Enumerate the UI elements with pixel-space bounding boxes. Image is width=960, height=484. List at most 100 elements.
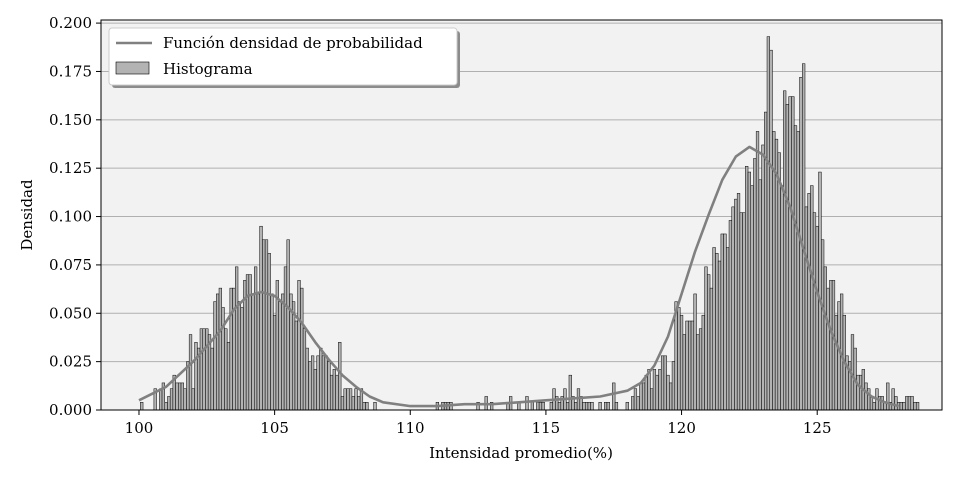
histogram-bar [329, 374, 334, 411]
histogram-bar [538, 402, 543, 411]
histogram-bar [780, 185, 784, 411]
histogram-bar [226, 342, 231, 411]
histogram-bar [812, 212, 817, 411]
histogram-bar [302, 328, 307, 411]
histogram-bar [281, 293, 285, 411]
histogram-bar [292, 301, 296, 411]
y-tick-label: 0.025 [49, 353, 92, 371]
pdf-curve [138, 145, 899, 408]
histogram-bar [807, 193, 811, 411]
histogram-bar [316, 355, 320, 411]
histogram-bar [183, 388, 187, 411]
y-tick-label: 0.050 [49, 304, 92, 322]
histogram-bar [606, 402, 610, 411]
histogram-bar [829, 280, 833, 411]
histogram-bar [701, 314, 705, 411]
histogram-bar [791, 96, 795, 411]
histogram-bar [717, 260, 722, 411]
histogram-bar [793, 125, 798, 411]
y-tick-label: 0.200 [49, 14, 92, 32]
histogram-bar [886, 382, 890, 411]
histogram-bar [709, 287, 714, 411]
histogram-bar [324, 355, 328, 411]
histogram-bar [286, 239, 290, 411]
histogram-bar [631, 396, 635, 411]
histogram-bar [191, 388, 195, 411]
y-tick-label: 0.125 [49, 159, 92, 177]
histogram-bar [175, 382, 179, 411]
histogram-bar [297, 280, 301, 411]
histogram-bar [902, 402, 906, 411]
histogram-bar [685, 320, 689, 411]
histogram-bar [815, 225, 819, 411]
histogram-bar [357, 396, 361, 411]
histogram-bar [669, 382, 673, 411]
histogram-bar [566, 402, 570, 411]
histogram-bar [872, 402, 876, 411]
histogram-bar [582, 402, 586, 411]
histogram-bar [598, 402, 602, 411]
histogram-bar [614, 402, 619, 411]
histogram-bar [663, 355, 667, 411]
histogram-bar [346, 388, 350, 411]
histogram-bar [688, 320, 692, 411]
histogram-bar [612, 382, 616, 411]
histogram-bar [652, 369, 657, 411]
histogram-bar [715, 253, 719, 411]
histogram-bar [343, 388, 347, 411]
histogram-bar [880, 396, 884, 411]
histogram-bar [218, 287, 222, 411]
histogram-bar [859, 374, 863, 411]
histogram-bar [698, 328, 703, 411]
histogram-bar [536, 402, 540, 411]
histogram-bar [332, 369, 336, 411]
histogram-bar [899, 402, 903, 411]
histogram-bar [557, 402, 562, 411]
histogram-bar [802, 63, 806, 411]
histogram-bar [723, 233, 727, 411]
y-tick-label: 0.000 [49, 401, 92, 419]
x-axis-label: Intensidad promedio(%) [429, 444, 613, 462]
histogram-bar [585, 402, 589, 411]
y-tick-label: 0.150 [49, 111, 92, 129]
histogram-bar [636, 396, 640, 411]
histogram-bar [726, 247, 730, 411]
histogram-bar [278, 301, 282, 411]
histogram-bar [235, 266, 239, 411]
histogram-bar [804, 206, 808, 411]
histogram-bar [753, 158, 757, 411]
histogram-bar [340, 396, 345, 411]
histogram-bar [690, 320, 695, 411]
histogram-bar [894, 396, 898, 411]
histogram-bar [267, 253, 271, 411]
histogram-bar [818, 171, 822, 411]
histogram-bar [658, 369, 662, 411]
histogram-bar [164, 402, 168, 411]
histogram-bar [549, 402, 553, 411]
histogram-bar [259, 225, 263, 411]
histogram-bar [915, 402, 920, 411]
histogram-bar [696, 334, 700, 411]
histogram-bar [666, 374, 670, 411]
histogram-bar [810, 185, 814, 411]
histogram-bar [774, 138, 779, 411]
histogram-bar [788, 96, 792, 411]
histogram-bar [891, 388, 895, 411]
histogram-bar [783, 90, 787, 411]
histogram-bar [264, 239, 269, 411]
histogram-bar [294, 320, 298, 411]
histogram-bar [338, 342, 342, 411]
x-tick-label: 120 [667, 419, 696, 437]
histogram-bar [251, 293, 255, 411]
histogram-bar [373, 402, 377, 411]
histogram-bar [633, 388, 638, 411]
histogram-bar [308, 361, 312, 411]
histogram-bar [590, 402, 594, 411]
histogram-bar [305, 347, 309, 411]
histogram-bar [826, 287, 830, 411]
histogram-bar [677, 307, 681, 411]
histogram-bar [905, 396, 909, 411]
legend-histogram-swatch [115, 61, 150, 75]
